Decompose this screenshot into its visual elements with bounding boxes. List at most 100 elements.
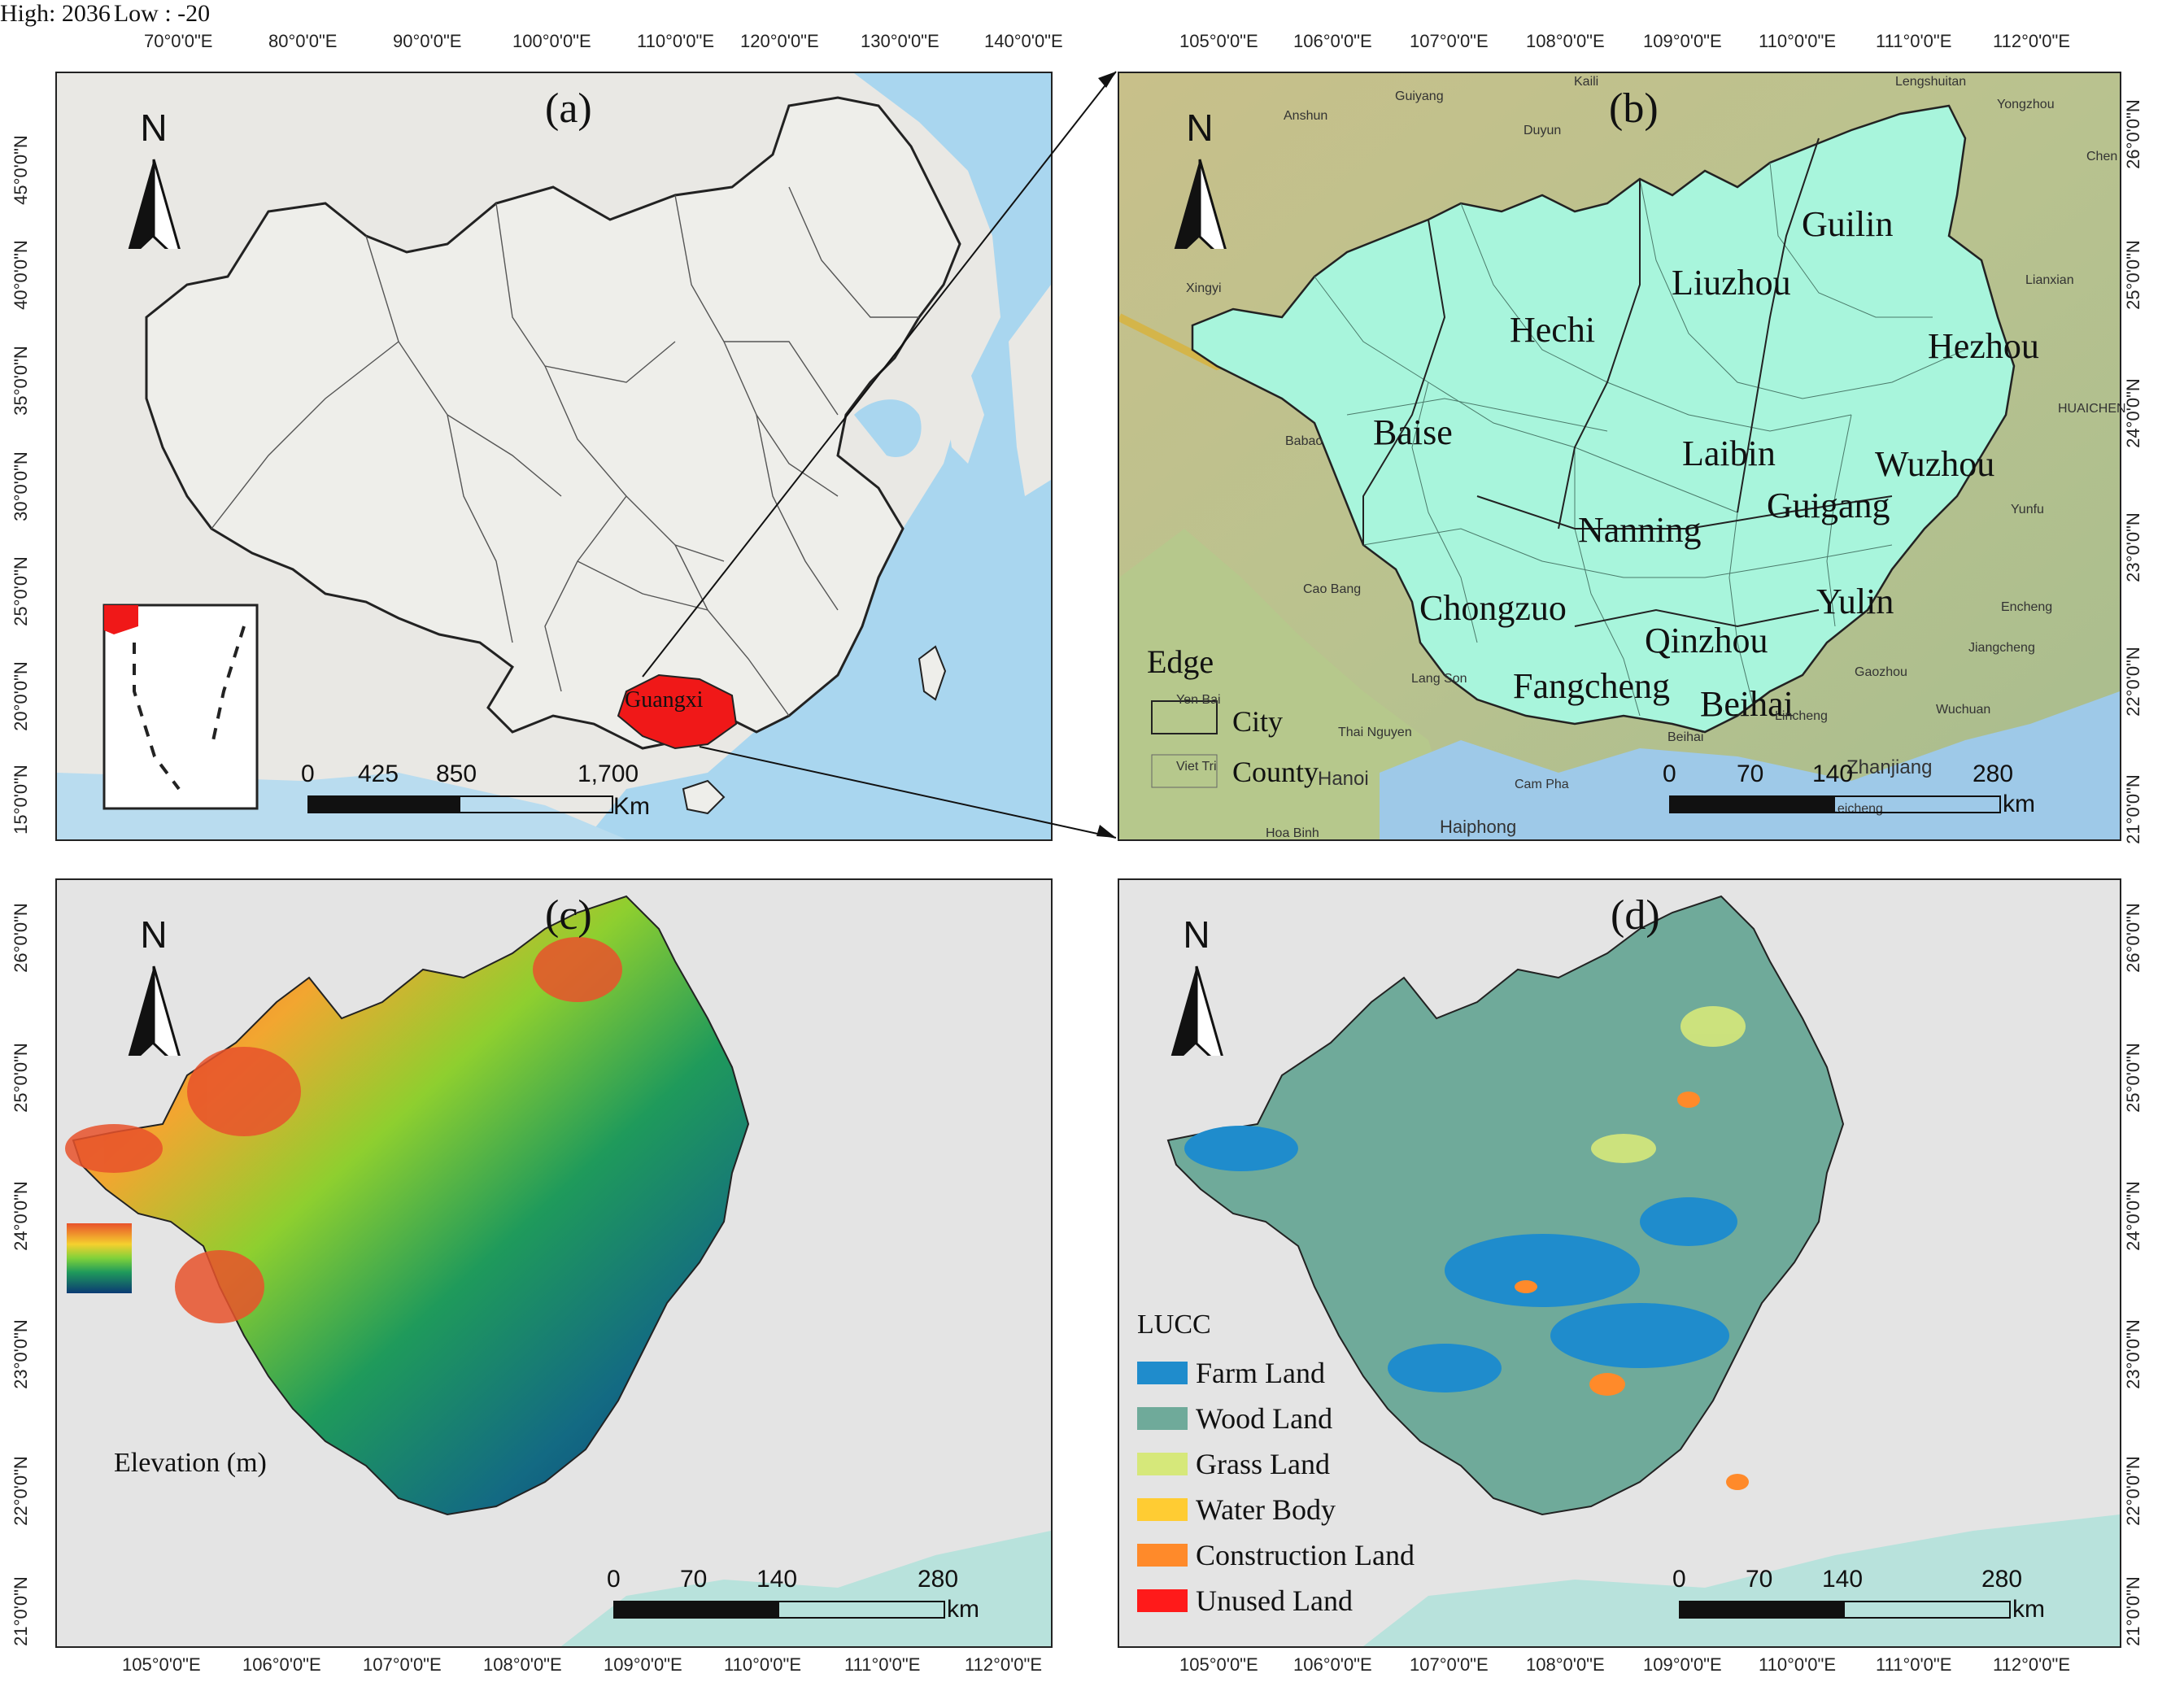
x-tick: 110°0'0"E (637, 31, 715, 51)
city-label: Qinzhou (1645, 621, 1768, 660)
city-label: Hezhou (1928, 326, 2039, 366)
x-tick: 100°0'0"E (512, 31, 591, 51)
city-label: Yulin (1816, 582, 1894, 621)
sea (561, 1531, 1051, 1646)
sea (1363, 1514, 2120, 1646)
x-tick: 105°0'0"E (122, 1654, 201, 1675)
x-tick: 111°0'0"E (1876, 1654, 1952, 1675)
city-label: Wuzhou (1875, 444, 1995, 484)
guangxi-region (617, 673, 738, 750)
y-tick: 23°0'0"N (2122, 512, 2143, 582)
x-tick: 112°0'0"E (1993, 1654, 2071, 1675)
scale-unit: km (2012, 1596, 2045, 1623)
north-letter: N (140, 913, 168, 956)
panel-c-map (55, 878, 1053, 1648)
city-label: Guilin (1802, 204, 1894, 244)
lucc-legend-title: LUCC (1137, 1310, 1211, 1340)
y-tick: 26°0'0"N (2122, 903, 2143, 973)
north-letter: N (140, 107, 168, 149)
place-label: Guiyang (1395, 89, 1444, 103)
place-label: Babao (1285, 434, 1323, 448)
y-tick: 24°0'0"N (2122, 1181, 2143, 1251)
hainan (682, 779, 726, 815)
y-tick: 26°0'0"N (10, 903, 31, 973)
x-tick: 90°0'0"E (393, 31, 462, 51)
y-tick: 25°0'0"N (2122, 240, 2143, 310)
legend-edge-swatch (1151, 700, 1218, 734)
place-label: Kaili (1574, 75, 1599, 89)
lucc-label: Wood Land (1196, 1402, 1333, 1435)
korea (944, 366, 984, 464)
scale-label: 0 (607, 1566, 621, 1593)
lucc-label: Construction Land (1196, 1539, 1415, 1571)
taiwan (918, 645, 947, 701)
x-tick: 112°0'0"E (965, 1654, 1043, 1675)
nine-dash-line (133, 625, 246, 791)
place-label: Encheng (2001, 600, 2053, 614)
place-label: Wuchuan (1936, 703, 1991, 717)
x-tick: 111°0'0"E (1876, 31, 1952, 51)
city-label: Guigang (1767, 486, 1890, 525)
x-tick: 107°0'0"E (1410, 31, 1489, 51)
y-tick: 25°0'0"N (10, 1043, 31, 1113)
legend-county-swatch (1151, 754, 1218, 788)
scale-label: 70 (1746, 1566, 1773, 1593)
lucc-swatch (1137, 1407, 1188, 1430)
city-label: Nanning (1578, 510, 1702, 550)
x-tick: 112°0'0"E (1993, 31, 2071, 51)
y-tick: 21°0'0"N (2122, 774, 2143, 844)
panel-a-label: (a) (545, 85, 592, 132)
elevation-legend-title: Elevation (m) (114, 1448, 267, 1478)
china-outline (145, 96, 961, 750)
scale-bar-a (307, 795, 613, 813)
highlands (65, 937, 622, 1323)
scale-label: 70 (1737, 760, 1764, 787)
city-label: Hechi (1510, 310, 1596, 350)
north-arrow-c: N (117, 913, 190, 1056)
scale-bar-c (613, 1601, 945, 1619)
panel-b-map (1118, 72, 2121, 841)
gulf-of-tonkin (1380, 691, 2120, 839)
city-label: Chongzuo (1419, 588, 1567, 628)
y-tick: 24°0'0"N (2122, 378, 2143, 448)
scale-label: 280 (918, 1566, 959, 1593)
legend-edge-label: Edge (1147, 643, 1214, 680)
scale-label: 140 (756, 1566, 798, 1593)
scale-label: 0 (301, 760, 315, 787)
x-tick: 105°0'0"E (1179, 1654, 1258, 1675)
lucc-swatch (1137, 1589, 1188, 1612)
lucc-legend-item: Grass Land (1137, 1448, 1330, 1480)
panel-c-label: (c) (545, 892, 592, 939)
legend-city-label: City (1232, 705, 1284, 738)
panel-b-map-svg (1119, 73, 2120, 839)
place-label: Yunfu (2011, 503, 2044, 516)
x-tick: 109°0'0"E (1643, 31, 1722, 51)
north-arrow-icon (128, 965, 181, 1056)
x-tick: 107°0'0"E (363, 1654, 442, 1675)
vietnam-terrain (1119, 529, 1461, 839)
place-label: Cam Pha (1515, 778, 1569, 791)
north-arrow-icon (1170, 965, 1223, 1056)
y-tick: 24°0'0"N (10, 1181, 31, 1251)
inset-guangxi (104, 605, 138, 634)
x-tick: 110°0'0"E (1759, 1654, 1837, 1675)
guangxi-region (1191, 104, 2016, 734)
place-label: Jiangcheng (1968, 641, 2035, 655)
lucc-legend-item: Construction Land (1137, 1539, 1415, 1571)
scale-label: 1,700 (578, 760, 639, 787)
place-label: Viet Tri (1176, 760, 1217, 774)
scale-label: 425 (358, 760, 399, 787)
japan (1009, 285, 1051, 496)
x-tick: 109°0'0"E (604, 1654, 682, 1675)
elevation-low: Low : -20 (113, 0, 211, 27)
x-tick: 110°0'0"E (1759, 31, 1837, 51)
x-tick: 108°0'0"E (1526, 1654, 1605, 1675)
lucc-swatch (1137, 1362, 1188, 1384)
scale-label: 140 (1822, 1566, 1864, 1593)
y-tick: 22°0'0"N (2122, 647, 2143, 717)
legend-county-label: County (1232, 756, 1319, 788)
lucc-swatch (1137, 1544, 1188, 1567)
bohai-sea (854, 399, 922, 457)
place-label: Zhanjiang (1846, 756, 1933, 778)
lucc-legend-item: Water Body (1137, 1493, 1336, 1526)
